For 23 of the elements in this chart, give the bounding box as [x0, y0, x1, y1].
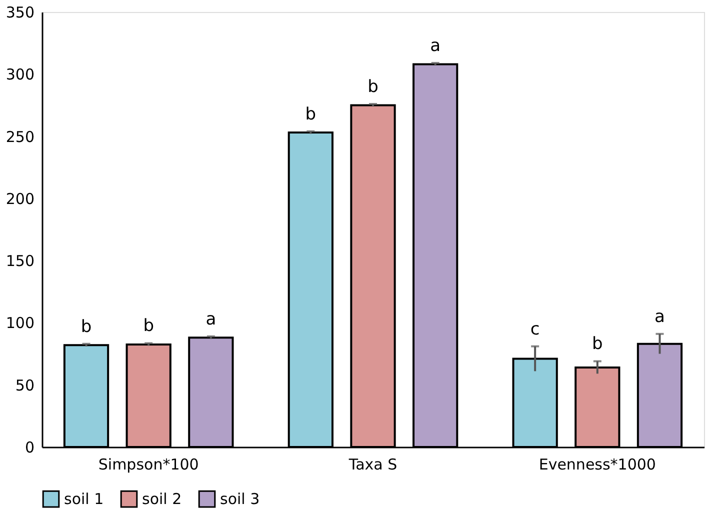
legend-label: soil 3 [220, 490, 260, 508]
data-label: a [430, 36, 441, 56]
y-tick-label: 50 [15, 376, 34, 394]
x-tick-label: Taxa S [348, 456, 398, 474]
data-label: a [206, 309, 216, 330]
x-tick-label: Evenness*1000 [538, 456, 656, 474]
legend-label: soil 1 [64, 490, 104, 508]
x-tick-label: Simpson*100 [98, 456, 199, 474]
y-tick-label: 150 [6, 252, 34, 270]
y-tick-label: 0 [24, 438, 34, 456]
y-tick-label: 300 [6, 66, 34, 84]
data-label: b [305, 104, 316, 124]
data-label: c [530, 319, 540, 340]
y-tick-label: 200 [6, 190, 34, 208]
data-label: b [80, 316, 92, 337]
data-label: a [654, 306, 665, 327]
legend-label: soil 2 [142, 490, 182, 508]
data-label: b [368, 76, 378, 97]
y-tick-label: 250 [6, 128, 34, 146]
data-label: b [143, 316, 154, 336]
y-tick-label: 100 [6, 314, 34, 332]
data-label: b [592, 334, 603, 354]
y-tick-label: 350 [6, 4, 34, 22]
